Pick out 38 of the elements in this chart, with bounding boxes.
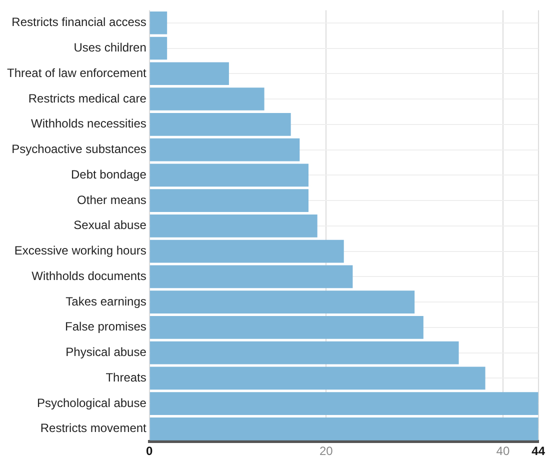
- bar: [150, 11, 168, 34]
- bar: [150, 392, 538, 415]
- bar: [150, 164, 309, 187]
- y-tick-label: Excessive working hours: [14, 244, 146, 258]
- y-tick-label: Psychoactive substances: [12, 142, 146, 156]
- y-tick-label: Withholds necessities: [31, 116, 146, 131]
- y-tick-label: Uses children: [74, 40, 146, 55]
- y-tick-label: Restricts financial access: [12, 15, 146, 30]
- bar: [150, 341, 459, 364]
- y-tick-label: Threats: [106, 370, 146, 384]
- bar: [150, 417, 538, 440]
- bar: [150, 214, 318, 238]
- bar: [150, 316, 424, 339]
- y-tick-label: Sexual abuse: [74, 218, 147, 232]
- y-tick-label: Withholds documents: [32, 268, 146, 283]
- y-tick-label: False promises: [65, 320, 146, 334]
- bar: [150, 36, 168, 60]
- bar: [150, 189, 309, 212]
- y-tick-label: Threat of law enforcement: [6, 66, 148, 80]
- bar: [150, 265, 353, 288]
- x-tick-label: 20: [320, 444, 334, 458]
- bar: [150, 88, 264, 110]
- y-tick-label: Other means: [77, 192, 146, 207]
- bar: [150, 112, 291, 136]
- y-tick-label: Debt bondage: [70, 167, 147, 182]
- bar: [150, 62, 229, 86]
- bar: [150, 290, 415, 314]
- y-tick-label: Physical abuse: [66, 345, 147, 360]
- x-tick-label: 40: [496, 444, 510, 458]
- x-tick-label: 44: [532, 444, 546, 458]
- bar: [150, 366, 486, 390]
- y-tick-label: Psychological abuse: [36, 396, 147, 410]
- bar: [150, 240, 344, 263]
- x-tick-label: 0: [146, 444, 154, 458]
- y-tick-label: Takes earnings: [66, 294, 146, 308]
- y-tick-label: Restricts medical care: [28, 91, 147, 106]
- y-tick-label: Restricts movement: [40, 421, 148, 436]
- bar: [150, 138, 300, 162]
